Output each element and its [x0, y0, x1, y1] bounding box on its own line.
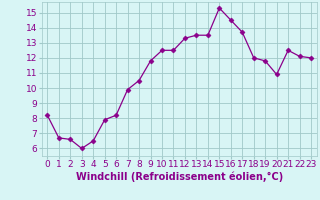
X-axis label: Windchill (Refroidissement éolien,°C): Windchill (Refroidissement éolien,°C) [76, 172, 283, 182]
